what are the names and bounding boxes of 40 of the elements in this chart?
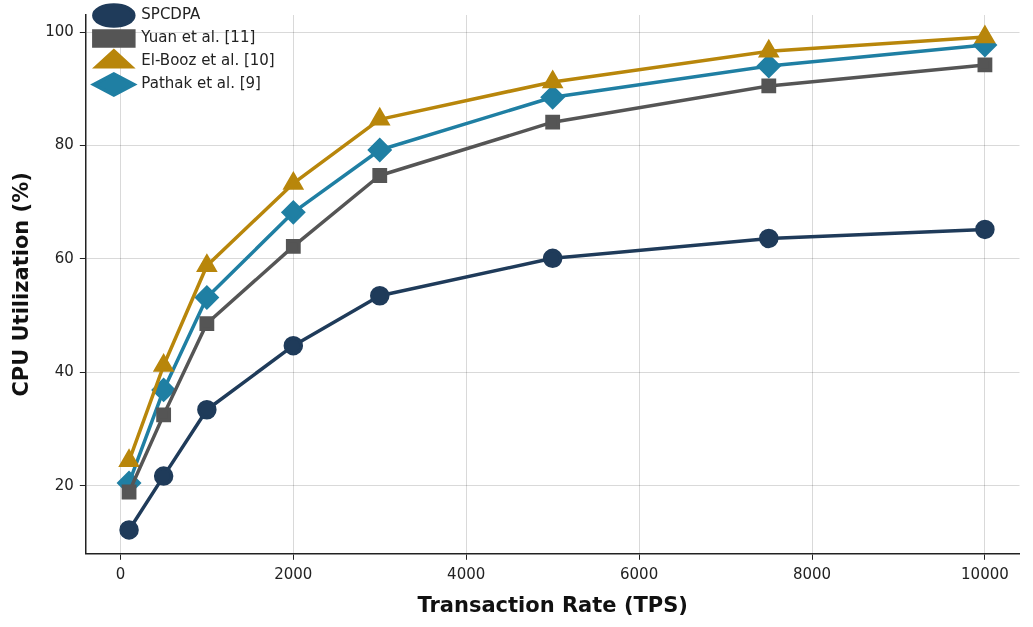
point [543,71,563,89]
y-tick-label: 100 [45,21,74,40]
point [195,285,219,310]
point [281,200,306,225]
y-tick-label: 80 [54,135,74,154]
x-tick-label: 4000 [447,564,486,583]
x-tick-label: 2000 [274,564,313,583]
point [285,238,301,254]
legend-label: SPCDPA [141,5,202,24]
y-tick-label: 20 [54,475,74,494]
point [977,57,993,73]
y-tick-label: 40 [54,362,74,381]
point [975,26,995,44]
point [121,484,137,500]
point [283,335,304,356]
point [119,450,139,468]
point [761,78,777,94]
point [368,138,392,162]
point [759,228,779,249]
x-axis-title: Transaction Rate (TPS) [417,592,688,617]
point [542,248,563,269]
legend-label: Yuan et al. [11] [140,28,256,47]
y-axis-title: CPU Utilization (%) [9,172,34,397]
x-tick-label: 10000 [961,564,1009,583]
point [372,168,388,183]
legend-label: El-Booz et al. [10] [141,51,275,70]
point [545,114,561,130]
point [119,520,139,540]
x-tick-label: 6000 [620,564,659,583]
y-tick-label: 60 [54,248,74,267]
point [197,399,217,420]
point [370,285,390,306]
point [975,219,995,240]
point [153,466,174,486]
legend-label: Pathak et al. [9] [141,74,261,93]
point [540,85,565,109]
x-tick-label: 8000 [792,564,832,583]
point [199,316,215,331]
x-tick-label: 0 [115,564,126,583]
point [156,407,172,423]
